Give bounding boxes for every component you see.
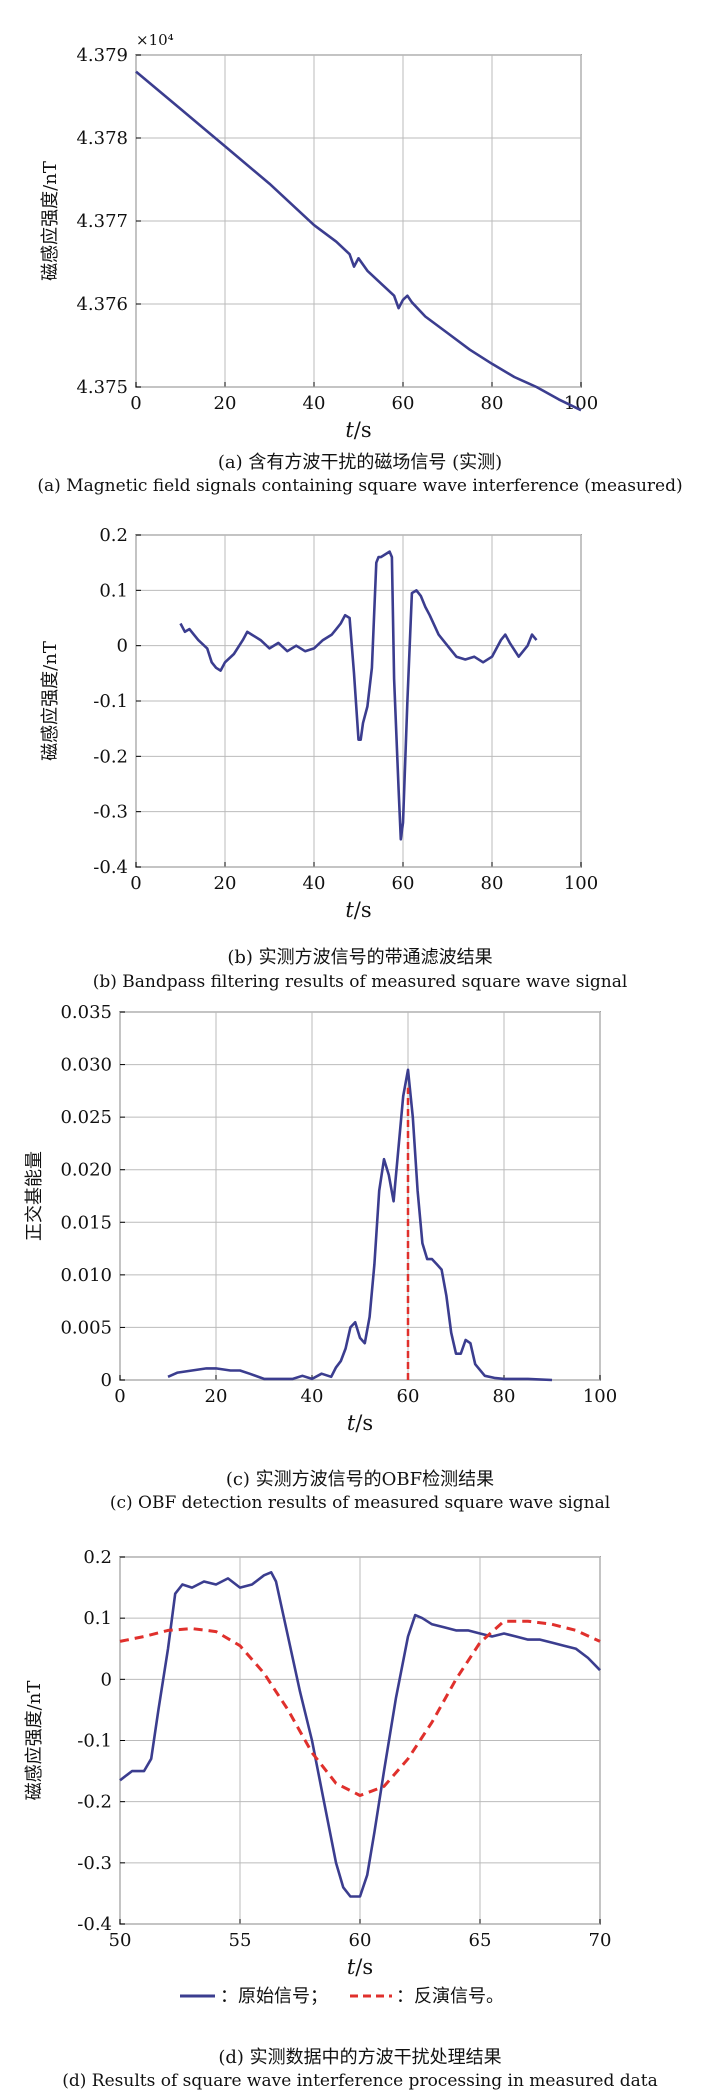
chart4-x-tick-label: 55 bbox=[229, 1930, 252, 1951]
chart4-x-tick-label: 65 bbox=[469, 1930, 492, 1951]
chart1-x-tick-label: 20 bbox=[214, 393, 237, 414]
chart4-x-tick-label: 70 bbox=[589, 1930, 612, 1951]
chart1-x-tick-label: 60 bbox=[392, 393, 415, 414]
chart3-y-axis-label: 正交基能量 bbox=[24, 1151, 45, 1241]
chart4-x-axis-label: t/s bbox=[347, 1955, 373, 1979]
chart1-x-tick-label: 0 bbox=[130, 393, 141, 414]
chart2-y-tick-label: -0.4 bbox=[93, 857, 128, 878]
chart2-x-tick-label: 100 bbox=[564, 873, 598, 894]
chart1-x-tick-label: 80 bbox=[481, 393, 504, 414]
chart3-x-tick-label: 40 bbox=[301, 1386, 324, 1407]
chart4-x-tick-label: 60 bbox=[349, 1930, 372, 1951]
chart3-y-tick-label: 0.015 bbox=[60, 1212, 112, 1233]
chart4-y-tick-label: -0.1 bbox=[77, 1731, 112, 1752]
chart4-inversion-signal-line bbox=[119, 1619, 601, 1797]
chart1-x-tick-label: 100 bbox=[564, 393, 598, 414]
chart4-y-tick-label: 0 bbox=[101, 1669, 112, 1690]
chart3-x-tick-label: 60 bbox=[397, 1386, 420, 1407]
chart3-x-tick-label: 100 bbox=[583, 1386, 617, 1407]
chart3-signal-line bbox=[167, 1068, 553, 1382]
chart2-y-tick-label: -0.2 bbox=[93, 746, 128, 767]
chart1-x-tick-label: 40 bbox=[303, 393, 326, 414]
chart4-legend-label-original: ：原始信号； bbox=[220, 1986, 328, 2007]
chart4-signal-line bbox=[119, 1571, 601, 1898]
chart3-y-tick-label: 0.020 bbox=[60, 1160, 112, 1181]
chart3-y-tick-label: 0 bbox=[101, 1370, 112, 1391]
chart2-x-tick-label: 0 bbox=[130, 873, 141, 894]
chart1-y-tick-label: 4.377 bbox=[76, 211, 128, 232]
chart1-y-tick-label: 4.378 bbox=[76, 128, 128, 149]
chart4-x-tick-label: 50 bbox=[109, 1930, 132, 1951]
caption-c-en: (c) OBF detection results of measured sq… bbox=[109, 1493, 611, 1513]
chart4-y-tick-label: -0.2 bbox=[77, 1792, 112, 1813]
chart1-x-axis-label: t/s bbox=[345, 418, 371, 442]
chart3-x-tick-label: 20 bbox=[205, 1386, 228, 1407]
chart2-y-tick-label: -0.3 bbox=[93, 802, 128, 823]
chart4-legend-label-inversion: ：反演信号。 bbox=[396, 1986, 504, 2007]
caption-b-en: (b) Bandpass filtering results of measur… bbox=[92, 972, 628, 992]
chart1-y-axis-label: 磁感应强度/nT bbox=[40, 161, 61, 281]
chart1-signal-line bbox=[135, 70, 582, 412]
chart3-x-axis-label: t/s bbox=[347, 1411, 373, 1435]
chart4-y-tick-label: 0.2 bbox=[83, 1547, 112, 1568]
chart1-y-tick-label: 4.379 bbox=[76, 45, 128, 66]
chart1-exponent-label: ×10⁴ bbox=[136, 31, 174, 49]
chart3-x-tick-label: 80 bbox=[493, 1386, 516, 1407]
chart4-y-tick-label: -0.4 bbox=[77, 1914, 112, 1935]
caption-c-zh: (c) 实测方波信号的OBF检测结果 bbox=[225, 1469, 495, 1490]
chart2-y-tick-label: 0.1 bbox=[99, 580, 128, 601]
chart3-x-tick-label: 0 bbox=[114, 1386, 125, 1407]
chart2-x-tick-label: 40 bbox=[303, 873, 326, 894]
chart2-x-tick-label: 20 bbox=[214, 873, 237, 894]
chart4-y-tick-label: -0.3 bbox=[77, 1853, 112, 1874]
chart3-y-tick-label: 0.035 bbox=[60, 1002, 112, 1023]
chart4-y-axis-label: 磁感应强度/nT bbox=[24, 1681, 45, 1801]
chart3-y-tick-label: 0.010 bbox=[60, 1265, 112, 1286]
chart2-y-tick-label: 0.2 bbox=[99, 525, 128, 546]
chart1-y-tick-label: 4.376 bbox=[76, 294, 128, 315]
chart2-y-tick-label: -0.1 bbox=[93, 691, 128, 712]
chart2-y-tick-label: 0 bbox=[117, 636, 128, 657]
chart4-y-tick-label: 0.1 bbox=[83, 1608, 112, 1629]
caption-d-zh: (d) 实测数据中的方波干扰处理结果 bbox=[218, 2047, 502, 2068]
chart3-y-tick-label: 0.030 bbox=[60, 1055, 112, 1076]
chart2-y-axis-label: 磁感应强度/nT bbox=[40, 641, 61, 761]
chart2-signal-line bbox=[179, 550, 538, 841]
chart3-y-tick-label: 0.025 bbox=[60, 1107, 112, 1128]
caption-a-zh: (a) 含有方波干扰的磁场信号 (实测) bbox=[217, 452, 503, 473]
chart2-x-axis-label: t/s bbox=[345, 898, 371, 922]
chart1-y-tick-label: 4.375 bbox=[76, 377, 128, 398]
chart3-plot-frame bbox=[119, 1011, 601, 1381]
chart3-y-tick-label: 0.005 bbox=[60, 1317, 112, 1338]
chart2-x-tick-label: 80 bbox=[481, 873, 504, 894]
caption-d-en: (d) Results of square wave interference … bbox=[62, 2071, 658, 2091]
chart2-x-tick-label: 60 bbox=[392, 873, 415, 894]
caption-a-en: (a) Magnetic field signals containing sq… bbox=[37, 476, 683, 496]
caption-b-zh: (b) 实测方波信号的带通滤波结果 bbox=[227, 947, 493, 968]
